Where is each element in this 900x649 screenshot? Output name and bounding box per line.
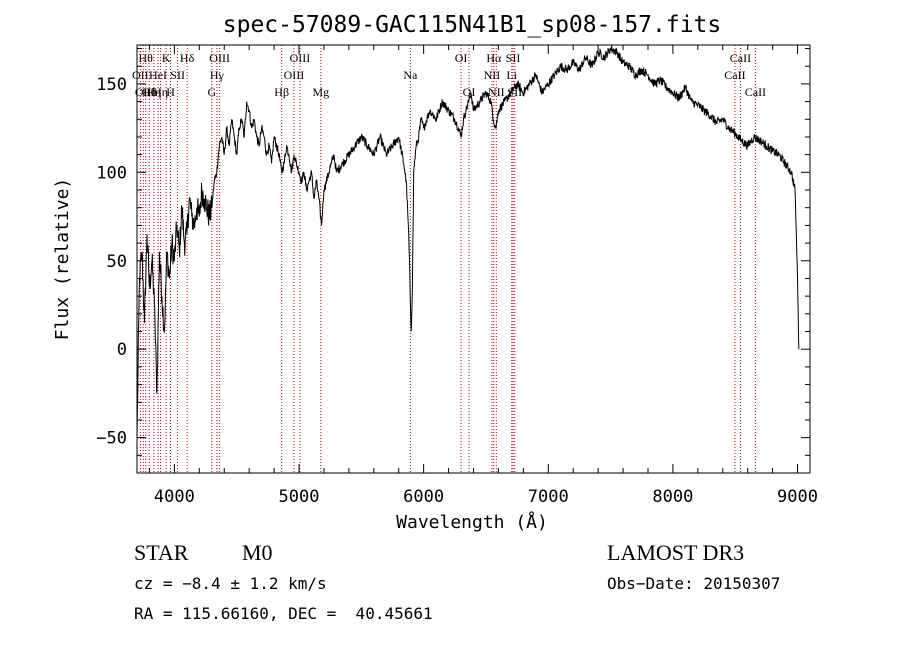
x-tick-label-2: 6000 (403, 487, 444, 507)
line-label-8: H (166, 85, 175, 99)
line-label-27: CaII (724, 68, 745, 82)
line-label-14: Hβ (274, 85, 289, 99)
observation-date: Obs−Date: 20150307 (607, 574, 781, 593)
flux-series (136, 45, 800, 438)
redshift-velocity: cz = −8.4 ± 1.2 km/s (134, 574, 327, 593)
survey-name: LAMOST DR3 (607, 540, 745, 565)
x-tick-label-4: 8000 (652, 487, 693, 507)
x-tick-label-1: 5000 (279, 487, 320, 507)
y-tick-label-1: 0 (117, 340, 127, 360)
object-class: STAR (134, 540, 189, 565)
y-tick-label-2: 50 (107, 252, 127, 272)
object-subclass: M0 (242, 540, 273, 565)
x-tick-label-5: 9000 (777, 487, 818, 507)
line-label-13: OIII (209, 51, 230, 65)
line-label-28: CaII (730, 51, 751, 65)
line-label-2: Hθ (139, 51, 154, 65)
line-label-22: Hα (486, 51, 502, 65)
line-label-16: OIII (290, 51, 311, 65)
axis-ticks: 4000 5000 6000 7000 8000 9000 −50 0 50 100 150 (96, 45, 818, 507)
y-tick-label-0: −50 (96, 429, 127, 449)
line-label-10: Hδ (180, 51, 195, 65)
line-label-6: Hη (153, 85, 168, 99)
line-label-24: Li (506, 68, 517, 82)
line-markers: OIIOIIHθHθHηHeIHηKHSIIHδGHγOIIIHβOIIIOII… (132, 45, 766, 473)
line-label-1: OII (135, 85, 152, 99)
line-label-12: Hγ (210, 68, 225, 82)
y-axis-label: Flux (relative) (52, 178, 73, 341)
sky-coordinates: RA = 115.66160, DEC = 40.45661 (134, 604, 433, 623)
line-label-20: OI (463, 85, 476, 99)
flux-line (136, 45, 800, 438)
line-label-7: K (162, 51, 171, 65)
line-label-18: Na (403, 68, 418, 82)
line-label-0: OII (132, 68, 149, 82)
y-tick-label-3: 100 (96, 163, 127, 183)
line-label-26: SII (507, 85, 522, 99)
line-label-15: OIII (284, 68, 305, 82)
line-label-4: Hη (146, 85, 161, 99)
line-label-9: SII (170, 68, 185, 82)
line-label-17: Mg (312, 85, 329, 99)
line-label-5: HeI (149, 68, 167, 82)
line-label-21: NII (484, 68, 501, 82)
y-tick-label-4: 150 (96, 75, 127, 95)
line-label-29: CaII (745, 85, 766, 99)
line-label-19: OI (455, 51, 468, 65)
line-label-25: SII (506, 51, 521, 65)
x-tick-label-0: 4000 (154, 487, 195, 507)
line-label-23: NII (488, 85, 505, 99)
x-axis-label: Wavelength (Å) (396, 511, 548, 533)
chart-title: spec-57089-GAC115N41B1_sp08-157.fits (223, 12, 722, 38)
x-tick-label-3: 7000 (528, 487, 569, 507)
line-label-3: Hθ (142, 85, 157, 99)
line-label-11: G (207, 85, 216, 99)
